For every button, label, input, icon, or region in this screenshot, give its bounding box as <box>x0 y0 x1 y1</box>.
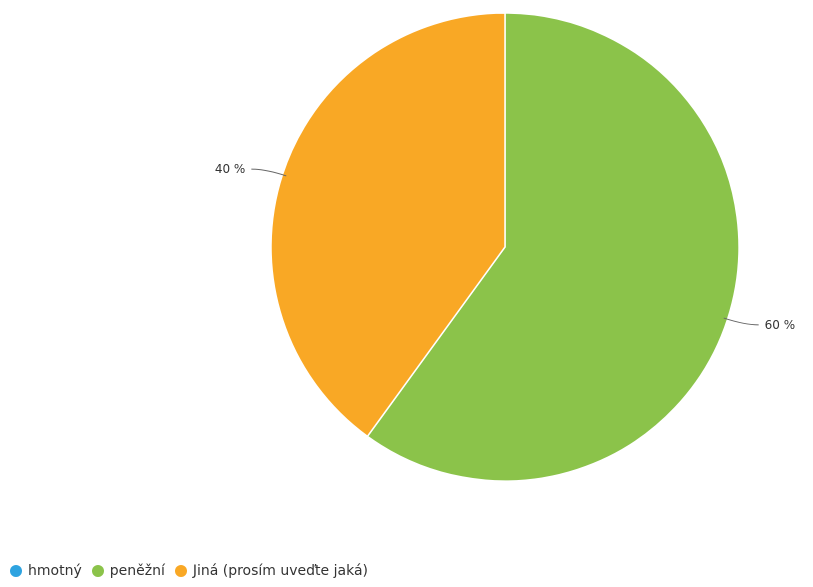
pie-chart: 60 % 40 % <box>215 12 795 482</box>
data-label-2: 40 % <box>215 162 246 176</box>
legend-item-hmotny[interactable]: hmotný <box>10 563 82 579</box>
data-labels: 60 % 40 % <box>215 162 795 332</box>
legend-label-hmotny: hmotný <box>28 563 82 579</box>
legend-dot-penezni <box>91 565 104 577</box>
legend: hmotný peněžní Jiná (prosím uveďte jaká) <box>10 563 378 579</box>
legend-label-penezni: peněžní <box>109 563 165 579</box>
legend-item-jina[interactable]: Jiná (prosím uveďte jaká) <box>174 563 368 579</box>
pie-slices <box>270 12 740 482</box>
legend-item-penezni[interactable]: peněžní <box>91 563 165 579</box>
data-label-1: 60 % <box>765 318 796 332</box>
leader-line-1 <box>723 317 759 326</box>
leader-line-2 <box>251 168 287 177</box>
leader-lines <box>251 168 759 326</box>
legend-label-jina: Jiná (prosím uveďte jaká) <box>192 563 368 579</box>
legend-dot-hmotny <box>10 565 22 577</box>
legend-dot-jina <box>174 565 187 577</box>
